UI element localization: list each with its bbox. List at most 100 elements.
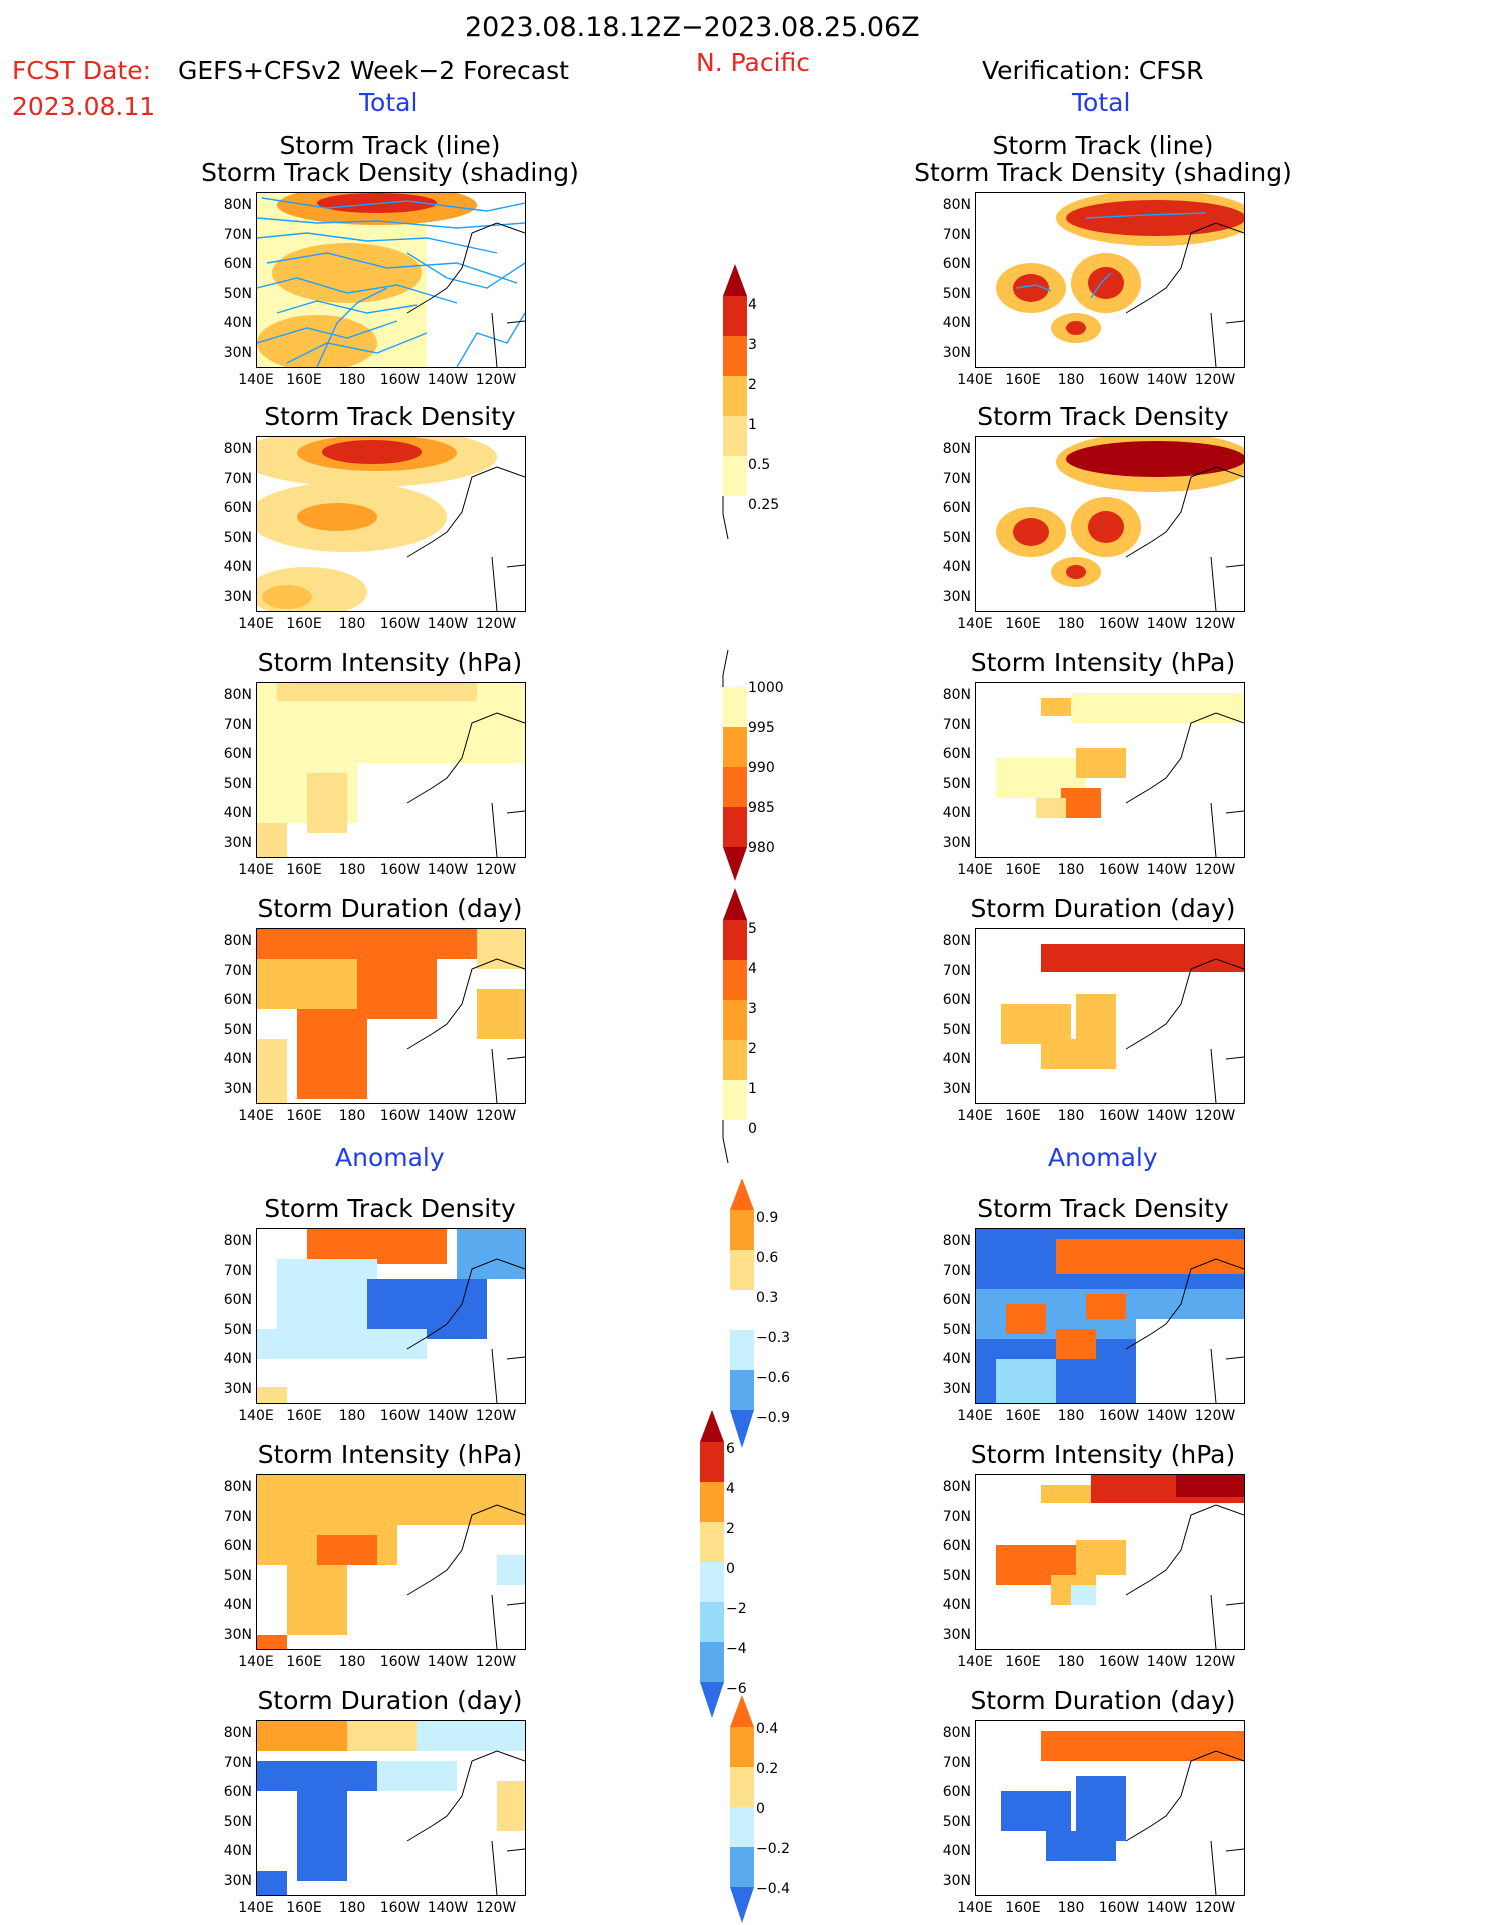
- lat-tick-label: 80N: [223, 1233, 252, 1249]
- colorbar-density-anom-label: −0.3: [756, 1330, 790, 1346]
- fcst-date-label: FCST Date:: [12, 56, 152, 85]
- lon-tick-label: 160W: [1098, 1900, 1140, 1916]
- map-intensity-verification: [975, 682, 1245, 858]
- lat-tick-label: 70N: [223, 226, 252, 243]
- lon-tick-label: 140W: [427, 1654, 469, 1670]
- panel-title-density-right: Storm Track Density: [977, 402, 1229, 431]
- colorbar-duration-total-label: 2: [748, 1041, 757, 1057]
- lon-tick-label: 120W: [1194, 1108, 1236, 1124]
- lon-tick-label: 160W: [379, 372, 421, 388]
- lon-tick-label: 140W: [1146, 1900, 1188, 1916]
- lon-tick-label: 120W: [475, 862, 517, 878]
- panel-title-track-shading-right: Storm Track Density (shading): [914, 158, 1292, 187]
- lon-tick-label: 140E: [238, 862, 274, 878]
- lon-tick-label: 140E: [238, 1108, 274, 1124]
- lat-tick-label: 30N: [223, 1380, 252, 1397]
- lon-tick-label: 120W: [475, 1654, 517, 1670]
- panel-title-track-line-left: Storm Track (line): [279, 131, 501, 160]
- map-intensity-forecast-svg: [257, 683, 525, 857]
- lat-tick-label: 40N: [942, 805, 971, 821]
- colorbar-density-total-label: 1: [748, 417, 757, 433]
- lat-tick-label: 70N: [223, 716, 252, 733]
- panel-title-intensity-left: Storm Intensity (hPa): [257, 648, 523, 677]
- lat-tick-label: 40N: [223, 1051, 252, 1067]
- map-density-forecast: [256, 436, 526, 612]
- lat-tick-label: 30N: [942, 1380, 971, 1397]
- map-track-forecast-svg: [257, 193, 525, 367]
- lat-tick-label: 70N: [223, 1262, 252, 1279]
- lon-tick-label: 140W: [1146, 1654, 1188, 1670]
- lat-tick-label: 80N: [942, 197, 971, 213]
- lat-tick-label: 80N: [223, 197, 252, 213]
- lat-tick-label: 30N: [942, 1080, 971, 1097]
- lat-tick-label: 60N: [942, 1292, 971, 1308]
- colorbar-density-total: [722, 264, 747, 540]
- colorbar-density-anom-label: 0.3: [756, 1290, 779, 1306]
- lon-tick-label: 160E: [286, 1900, 322, 1916]
- lon-tick-label: 180: [1057, 616, 1085, 632]
- lat-tick-label: 60N: [223, 1784, 252, 1800]
- lon-tick-label: 140E: [238, 372, 274, 388]
- colorbar-intensity-total-label: 990: [748, 760, 775, 776]
- lat-tick-label: 70N: [942, 470, 971, 487]
- lon-tick-label: 140E: [957, 1108, 993, 1124]
- colorbar-intensity-total: [722, 649, 747, 881]
- lon-tick-label: 160W: [1098, 1654, 1140, 1670]
- lon-tick-label: 160E: [1005, 1408, 1041, 1424]
- colorbar-duration-anom-label: 0: [756, 1801, 765, 1817]
- lat-tick-label: 40N: [223, 1351, 252, 1367]
- colorbar-intensity-total-label: 985: [748, 800, 775, 816]
- lon-tick-label: 140W: [1146, 862, 1188, 878]
- lon-tick-label: 160E: [286, 1408, 322, 1424]
- lon-tick-label: 140E: [957, 1408, 993, 1424]
- colorbar-intensity-anom-label: 2: [726, 1521, 735, 1537]
- lon-tick-label: 120W: [475, 1900, 517, 1916]
- colorbar-intensity-total-label: 995: [748, 720, 775, 736]
- lon-tick-label: 160E: [286, 372, 322, 388]
- lat-tick-label: 80N: [942, 933, 971, 949]
- lon-tick-label: 140E: [238, 616, 274, 632]
- map-anom-intensity-verification-svg: [976, 1475, 1244, 1649]
- lon-tick-label: 160W: [1098, 372, 1140, 388]
- colorbar-intensity-anom-label: −2: [726, 1601, 747, 1617]
- lat-tick-label: 50N: [223, 529, 252, 546]
- lon-tick-label: 160E: [286, 616, 322, 632]
- lon-tick-label: 180: [338, 616, 366, 632]
- panel-title-anom-intensity-left: Storm Intensity (hPa): [257, 1440, 523, 1469]
- total-right-heading: Total: [1072, 88, 1131, 117]
- lat-tick-label: 30N: [223, 1872, 252, 1889]
- panel-title-anom-duration-right: Storm Duration (day): [970, 1686, 1236, 1715]
- lat-tick-label: 80N: [942, 1233, 971, 1249]
- lat-tick-label: 80N: [942, 441, 971, 457]
- colorbar-density-total-label: 4: [748, 297, 757, 313]
- lat-tick-label: 70N: [223, 470, 252, 487]
- anomaly-right-heading: Anomaly: [1048, 1143, 1158, 1172]
- lon-tick-label: 160E: [1005, 862, 1041, 878]
- lon-tick-label: 180: [1057, 1408, 1085, 1424]
- map-intensity-verification-svg: [976, 683, 1244, 857]
- lon-tick-label: 180: [338, 372, 366, 388]
- map-density-forecast-svg: [257, 437, 525, 611]
- lon-tick-label: 140E: [957, 1900, 993, 1916]
- lat-tick-label: 60N: [223, 992, 252, 1008]
- lon-tick-label: 140W: [427, 1900, 469, 1916]
- lon-tick-label: 160W: [1098, 862, 1140, 878]
- panel-title-anom-intensity-right: Storm Intensity (hPa): [970, 1440, 1236, 1469]
- lat-tick-label: 40N: [942, 315, 971, 331]
- region-title: N. Pacific: [696, 48, 811, 77]
- lon-tick-label: 140W: [1146, 1108, 1188, 1124]
- panel-title-duration-left: Storm Duration (day): [257, 894, 523, 923]
- colorbar-duration-total: [722, 888, 747, 1164]
- lon-tick-label: 180: [1057, 862, 1085, 878]
- lat-tick-label: 50N: [942, 1021, 971, 1038]
- panel-title-track-shading-left: Storm Track Density (shading): [201, 158, 579, 187]
- map-anom-intensity-forecast-svg: [257, 1475, 525, 1649]
- colorbar-density-anom: [730, 1178, 754, 1448]
- map-duration-forecast-svg: [257, 929, 525, 1103]
- lon-tick-label: 140E: [238, 1654, 274, 1670]
- colorbar-duration-anom-label: 0.2: [756, 1761, 779, 1777]
- lon-tick-label: 140E: [957, 1654, 993, 1670]
- lon-tick-label: 120W: [475, 616, 517, 632]
- lat-tick-label: 60N: [942, 746, 971, 762]
- colorbar-density-total-label: 3: [748, 337, 757, 353]
